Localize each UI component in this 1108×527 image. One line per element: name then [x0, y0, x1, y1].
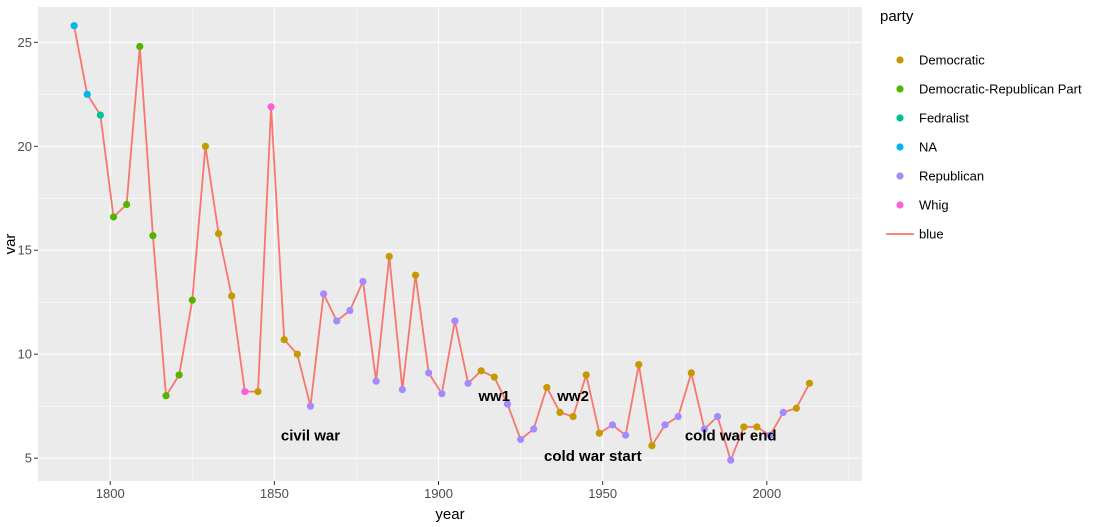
data-point [201, 142, 210, 150]
x-tick-label: 1800 [96, 486, 125, 501]
data-point [687, 369, 695, 377]
y-tick-label: 15 [18, 243, 32, 258]
data-point [700, 425, 709, 433]
data-point [622, 431, 630, 439]
x-tick-label: 2000 [752, 486, 781, 501]
data-point [582, 371, 590, 379]
annotation-label: ww2 [556, 388, 589, 405]
legend-entry-label: NA [919, 140, 937, 155]
plot-panel-background [38, 7, 862, 481]
data-point [805, 379, 814, 387]
data-point [149, 232, 157, 240]
data-point [96, 111, 104, 119]
y-tick-label: 20 [18, 139, 32, 154]
data-point [306, 402, 315, 410]
x-axis-ticks: 1800 1850 1900 1950 2000 [96, 481, 781, 501]
data-point [451, 317, 459, 325]
data-point [175, 371, 183, 379]
legend-key-point [896, 172, 904, 180]
data-point [438, 390, 446, 398]
y-tick-label: 5 [25, 451, 32, 466]
data-point [569, 412, 577, 421]
data-point [267, 103, 275, 111]
data-point [359, 277, 367, 286]
data-point [766, 431, 774, 439]
data-point [241, 388, 249, 396]
data-point [188, 296, 196, 304]
data-point [464, 379, 472, 387]
legend-entry-label: Fedralist [919, 111, 969, 126]
data-point [136, 42, 144, 51]
data-point [70, 22, 78, 30]
data-point [543, 383, 551, 392]
data-point [293, 350, 301, 358]
data-point [280, 336, 288, 344]
legend-entry-label: Whig [919, 198, 949, 213]
data-point [674, 412, 682, 421]
legend-entry-label: Democratic [919, 53, 985, 68]
legend-key-point [896, 201, 904, 209]
data-point [228, 292, 236, 300]
legend-entry-label: Democratic-Republican Part [919, 82, 1082, 97]
annotations-group: civil war ww1 ww2 cold war start cold war en… [281, 388, 777, 465]
data-point [753, 423, 761, 431]
annotation-label: cold war start [544, 448, 642, 465]
data-point [648, 442, 656, 450]
data-point [713, 412, 722, 421]
data-point [385, 252, 393, 261]
x-tick-label: 1850 [260, 486, 289, 501]
annotation-label: civil war [281, 427, 340, 444]
legend-entry-label: blue [919, 227, 944, 242]
data-point [123, 200, 131, 209]
data-point [254, 388, 262, 396]
legend-key-point [896, 85, 904, 93]
legend-entry-label: Republican [919, 169, 984, 184]
data-point [608, 421, 617, 429]
legend: Democratic Democratic-Republican Part Fedr… [886, 53, 1082, 242]
data-point [792, 404, 800, 412]
minor-gridlines [38, 7, 862, 481]
data-point [333, 317, 341, 325]
y-axis-ticks: 5 10 15 20 25 [18, 35, 38, 466]
data-point [779, 408, 787, 416]
data-point [727, 456, 735, 464]
y-axis-title: var [2, 234, 19, 255]
major-gridlines [38, 7, 862, 481]
data-point [635, 360, 643, 369]
data-point [661, 421, 669, 429]
data-point [503, 400, 512, 408]
data-point [490, 373, 498, 381]
data-point [556, 408, 564, 416]
y-tick-label: 25 [18, 35, 32, 50]
data-point [109, 213, 118, 221]
data-point [516, 435, 525, 444]
x-axis-title: year [435, 506, 464, 522]
data-point [346, 306, 354, 315]
legend-key-point [896, 114, 904, 122]
data-point [740, 423, 748, 431]
data-point [398, 385, 406, 394]
data-point [214, 230, 223, 238]
y-tick-label: 10 [18, 347, 32, 362]
data-point [83, 90, 91, 98]
legend-title: party [880, 8, 914, 25]
data-point [411, 271, 420, 279]
data-point [320, 290, 328, 298]
legend-key-point [896, 56, 904, 64]
annotation-label: ww1 [477, 388, 510, 405]
data-point [595, 429, 603, 437]
x-tick-label: 1950 [588, 486, 617, 501]
data-points-group [70, 22, 814, 464]
data-point [425, 369, 433, 377]
data-point [530, 425, 538, 433]
legend-key-point [896, 143, 904, 151]
annotation-label: cold war end [685, 427, 777, 444]
x-tick-label: 1900 [424, 486, 453, 501]
data-point [162, 392, 170, 400]
data-point [477, 367, 485, 375]
data-point [372, 377, 380, 385]
